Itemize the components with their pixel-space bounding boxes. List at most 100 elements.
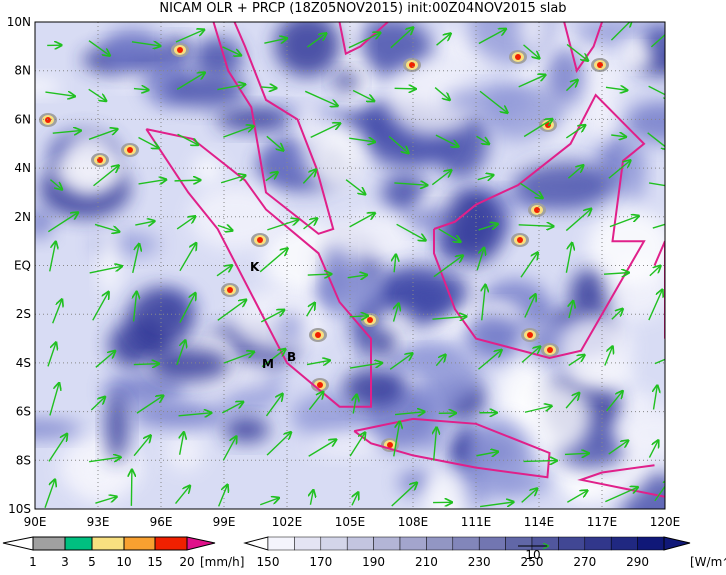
cloud (64, 131, 116, 193)
wind-arrow (131, 470, 132, 506)
rain-cell (317, 382, 323, 388)
colorbar-cell (426, 537, 452, 550)
precip-label: 10 (116, 555, 131, 569)
vector-label: 10 (525, 548, 540, 562)
wind-arrow (395, 88, 416, 89)
cloud (10, 78, 62, 95)
rain-cell (409, 62, 415, 68)
lat-label: 4S (16, 356, 31, 370)
olr-unit: [W/m^2] (690, 555, 726, 569)
precip-label: 1 (29, 555, 37, 569)
rain-cell (387, 442, 393, 448)
rain-cell (177, 47, 183, 53)
cloud (106, 392, 128, 463)
colorbar-end (3, 537, 33, 550)
lat-label: 2S (16, 307, 31, 321)
cloud (193, 37, 243, 79)
cloud (166, 432, 205, 470)
colorbar-cell (638, 537, 664, 550)
colorbar-end (664, 537, 690, 550)
rain-cell (367, 317, 373, 323)
colorbar-cell (268, 537, 294, 550)
lon-label: 105E (335, 515, 366, 529)
cloud (128, 287, 194, 348)
precip-label: 3 (61, 555, 69, 569)
lon-label: 108E (398, 515, 429, 529)
cloud (99, 225, 119, 296)
precip-label: 5 (88, 555, 96, 569)
precip-label: 15 (147, 555, 162, 569)
cloud (148, 348, 230, 382)
lat-label: EQ (14, 259, 31, 273)
cloud (368, 331, 396, 357)
cloud (103, 29, 161, 68)
colorbar-cell (294, 537, 320, 550)
wind-arrow (134, 364, 159, 365)
colorbar-end (187, 537, 215, 550)
lat-label: 8N (14, 64, 31, 78)
lon-label: 111E (461, 515, 492, 529)
olr-label: 230 (468, 555, 491, 569)
lon-label: 120E (650, 515, 681, 529)
title: NICAM OLR + PRCP (18Z05NOV2015) init:00Z… (159, 1, 566, 16)
rain-cell (315, 332, 321, 338)
lat-label: 6S (16, 405, 31, 419)
cloud (326, 245, 347, 294)
colorbar-cell (124, 537, 155, 550)
colorbar-cell (479, 537, 505, 550)
lon-label: 117E (587, 515, 618, 529)
olr-label: 270 (573, 555, 596, 569)
wind-arrow (308, 274, 331, 275)
colorbar-cell (400, 537, 426, 550)
cloud (278, 311, 302, 344)
olr-label: 210 (415, 555, 438, 569)
cloud (545, 48, 584, 104)
cloud (275, 14, 340, 77)
colorbar-cell (321, 537, 347, 550)
marker-label: B (287, 350, 296, 364)
lat-label: 10N (7, 15, 31, 29)
colorbar-cell (374, 537, 400, 550)
lat-label: 2N (14, 210, 31, 224)
cloud (444, 87, 535, 113)
rain-cell (127, 147, 133, 153)
lat-label: 8S (16, 453, 31, 467)
olr-label: 170 (309, 555, 332, 569)
cloud (582, 70, 619, 143)
colorbar-cell (155, 537, 187, 550)
colorbar-cell (33, 537, 65, 550)
rain-cell (527, 332, 533, 338)
wind-arrow (524, 461, 557, 462)
cloud (343, 368, 404, 407)
olr-label: 150 (257, 555, 280, 569)
lon-label: 114E (524, 515, 555, 529)
marker-label: K (250, 260, 260, 274)
cloud (446, 190, 503, 265)
lat-label: 4N (14, 161, 31, 175)
cloud (223, 417, 270, 442)
cloud (619, 48, 653, 66)
lat-label: 10S (8, 502, 31, 516)
colorbar-cell (558, 537, 584, 550)
rain-cell (45, 117, 51, 123)
colorbar-cell (347, 537, 373, 550)
precip-unit: [mm/h] (200, 555, 244, 569)
lat-label: 6N (14, 112, 31, 126)
lon-label: 96E (150, 515, 173, 529)
rain-cell (257, 237, 263, 243)
colorbar-cell (453, 537, 479, 550)
colorbar-cell (611, 537, 637, 550)
olr-label: 290 (626, 555, 649, 569)
cloud (587, 210, 674, 285)
cloud (334, 71, 359, 92)
rain-cell (515, 54, 521, 60)
cloud (513, 162, 613, 210)
colorbar-end (245, 537, 268, 550)
lon-label: 102E (272, 515, 303, 529)
lon-label: 90E (24, 515, 47, 529)
precip-label: 20 (179, 555, 194, 569)
lon-label: 93E (87, 515, 110, 529)
lon-label: 99E (213, 515, 236, 529)
